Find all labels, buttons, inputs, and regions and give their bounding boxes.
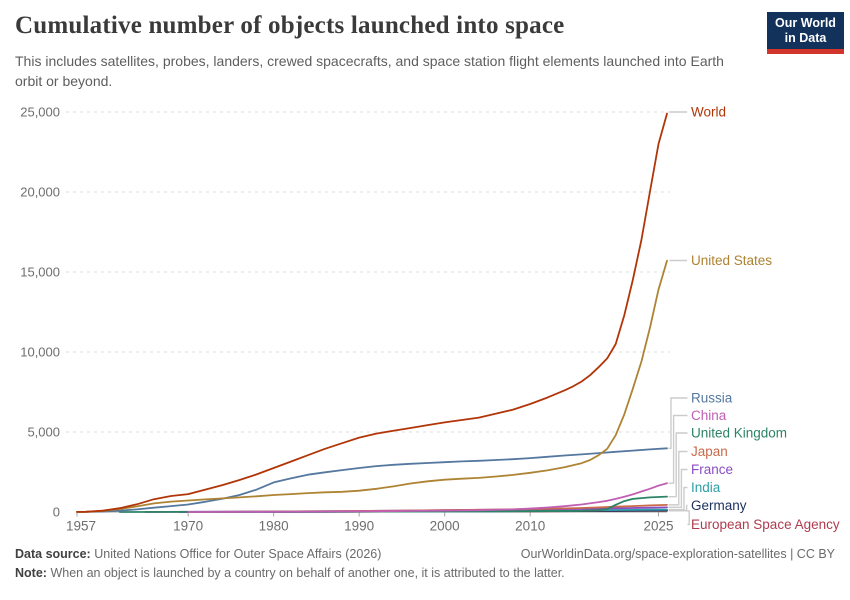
legend-label-india[interactable]: India bbox=[691, 480, 721, 495]
legend-connector-japan bbox=[668, 450, 688, 506]
legend-label-france[interactable]: France bbox=[691, 462, 733, 477]
x-tick-label-2025: 2025 bbox=[643, 519, 673, 534]
y-tick-label-15000: 15,000 bbox=[20, 265, 60, 280]
series-line-united-states[interactable] bbox=[76, 259, 668, 513]
y-tick-label-25000: 25,000 bbox=[20, 105, 60, 120]
page-title: Cumulative number of objects launched in… bbox=[15, 12, 565, 39]
legend-label-world[interactable]: World bbox=[691, 105, 726, 120]
series-line-china[interactable] bbox=[187, 482, 668, 513]
footer-note-row: Note: When an object is launched by a co… bbox=[15, 564, 835, 583]
x-tick-label-1990: 1990 bbox=[344, 519, 374, 534]
legend-label-russia[interactable]: Russia bbox=[691, 391, 733, 406]
x-tick-label-2000: 2000 bbox=[430, 519, 460, 534]
chart-footer: Data source: United Nations Office for O… bbox=[15, 545, 835, 584]
legend-connector-india bbox=[668, 486, 688, 511]
data-source-label: Data source: bbox=[15, 547, 91, 561]
chart-subtitle: This includes satellites, probes, lander… bbox=[15, 53, 724, 89]
owid-url-license[interactable]: OurWorldinData.org/space-exploration-sat… bbox=[520, 547, 835, 561]
owid-logo-line2: in Data bbox=[784, 30, 827, 45]
legend-connector-china bbox=[668, 414, 688, 484]
legend-label-germany[interactable]: Germany bbox=[691, 498, 747, 513]
y-tick-label-20000: 20,000 bbox=[20, 185, 60, 200]
y-tick-label-5000: 5,000 bbox=[27, 425, 60, 440]
x-tick-label-2010: 2010 bbox=[515, 519, 545, 534]
owid-logo-accent-bar bbox=[767, 49, 844, 54]
owid-logo[interactable]: Our World in Data bbox=[767, 12, 844, 54]
series-line-russia[interactable] bbox=[76, 447, 668, 513]
x-tick-label-1957: 1957 bbox=[66, 519, 96, 534]
legend-connector-russia bbox=[668, 397, 688, 450]
legend-connector-united-kingdom bbox=[668, 432, 688, 498]
footer-source-row: Data source: United Nations Office for O… bbox=[15, 545, 835, 564]
legend-label-china[interactable]: China bbox=[691, 408, 727, 423]
data-source: Data source: United Nations Office for O… bbox=[15, 545, 381, 564]
legend-label-japan[interactable]: Japan bbox=[691, 444, 728, 459]
legend-connector-france bbox=[668, 468, 688, 509]
owid-logo-line1: Our World bbox=[775, 15, 836, 30]
data-source-text: United Nations Office for Outer Space Af… bbox=[94, 547, 382, 561]
legend-label-european-space-agency[interactable]: European Space Agency bbox=[691, 517, 840, 532]
legend-connector-european-space-agency bbox=[668, 510, 690, 526]
legend-label-united-kingdom[interactable]: United Kingdom bbox=[691, 426, 787, 441]
x-tick-label-1980: 1980 bbox=[259, 519, 289, 534]
y-tick-label-10000: 10,000 bbox=[20, 345, 60, 360]
note-label: Note: bbox=[15, 566, 47, 581]
legend-label-united-states[interactable]: United States bbox=[691, 253, 772, 268]
x-tick-label-1970: 1970 bbox=[173, 519, 203, 534]
y-tick-label-0: 0 bbox=[53, 505, 60, 520]
series-line-world[interactable] bbox=[76, 112, 668, 513]
owid-logo-box: Our World in Data bbox=[767, 12, 844, 49]
note-text: When an object is launched by a country … bbox=[50, 566, 565, 581]
